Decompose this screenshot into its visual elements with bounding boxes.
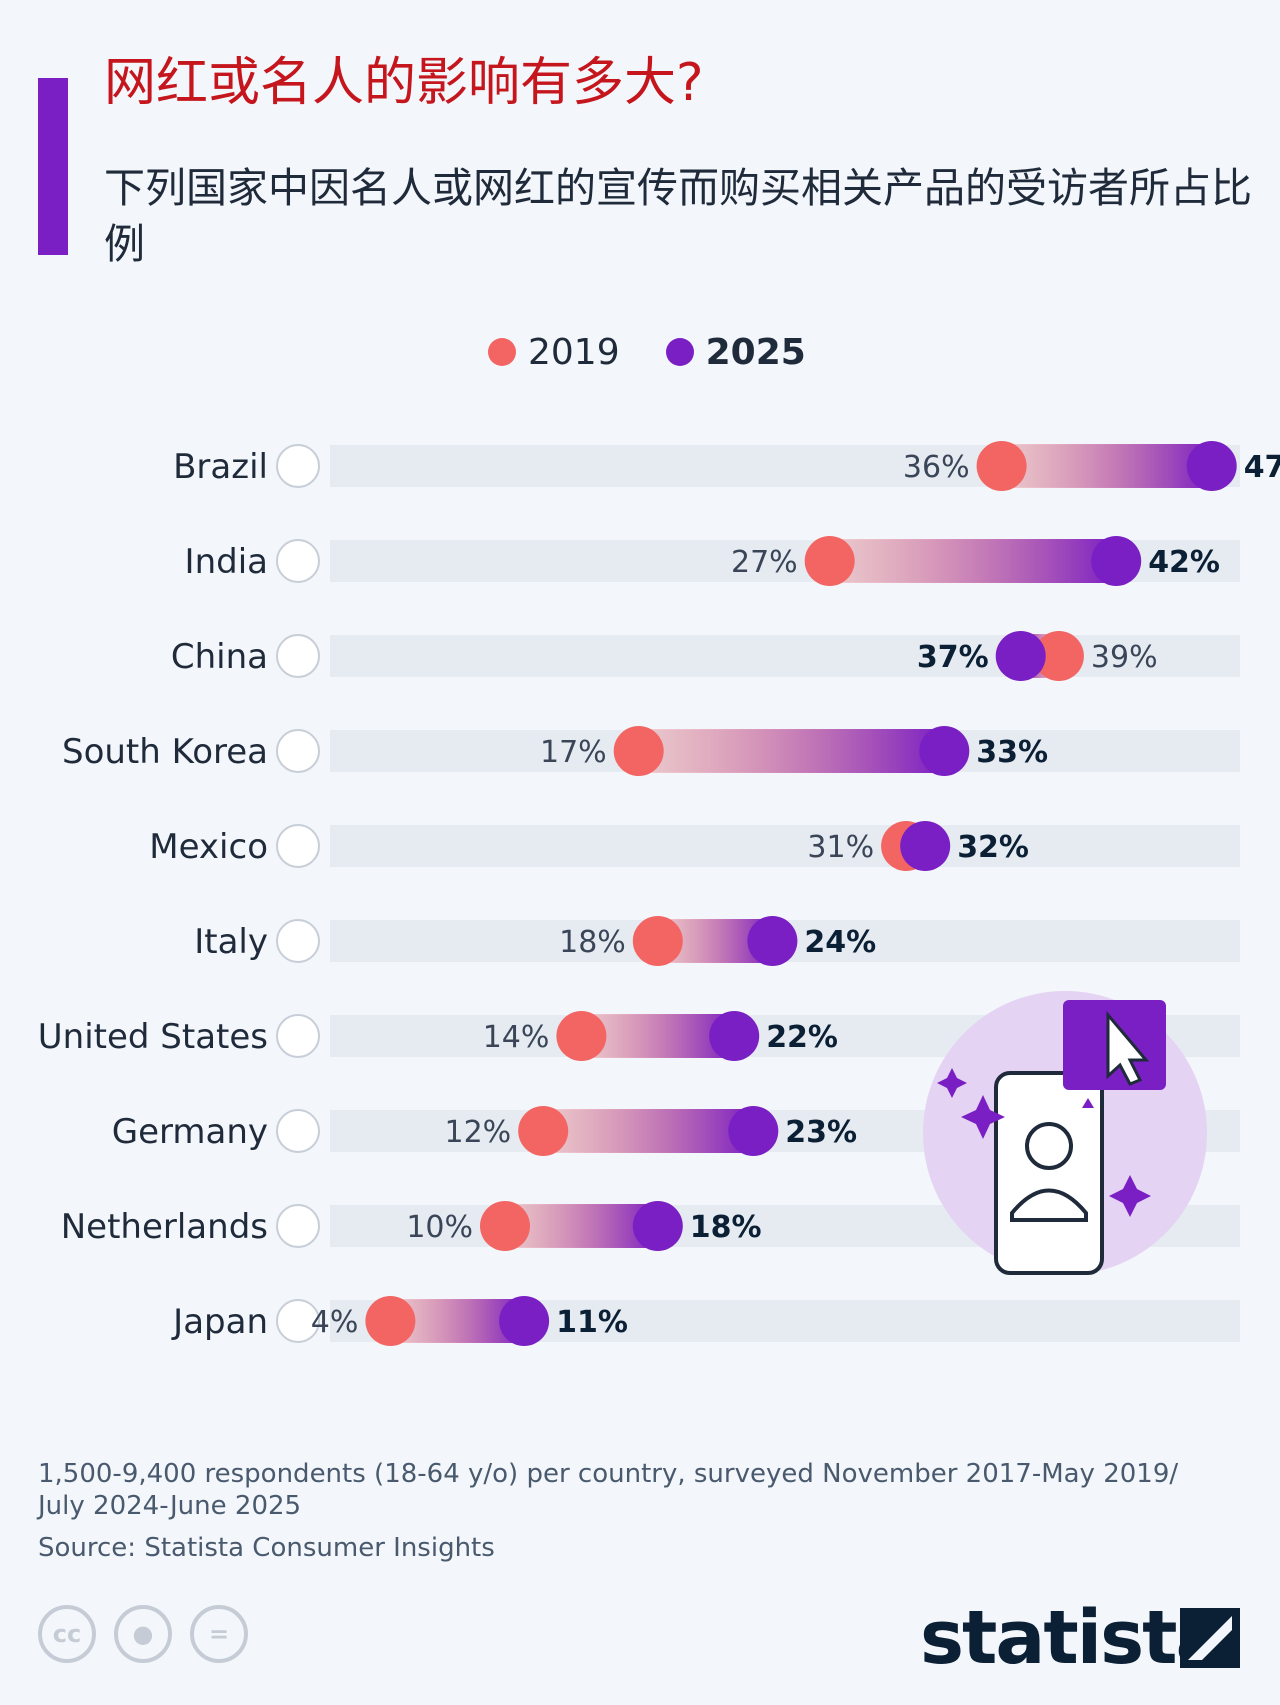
country-label: Italy [194,922,268,962]
country-label: Germany [112,1112,268,1152]
dot-2019 [365,1296,416,1346]
dot-2019 [518,1106,569,1156]
value-label-2019: 18% [559,925,626,960]
range-bar [638,729,945,773]
footnote: 1,500-9,400 respondents (18-64 y/o) per … [38,1459,1179,1521]
dot-2025 [995,631,1046,681]
country-label: Japan [171,1302,268,1342]
dot-2019 [1033,631,1084,681]
legend-item-2019: 2019 [488,332,620,373]
cc-icon[interactable]: cc [38,1605,96,1663]
dot-2019 [804,536,855,586]
sparkle-icon [1109,1175,1151,1217]
country-flag-icon [276,1204,320,1248]
value-label-2025: 33% [976,735,1048,770]
range-bar [829,539,1117,583]
value-label-2019: 31% [807,830,874,865]
by-icon[interactable]: ● [114,1605,172,1663]
value-label-2025: 47% [1244,450,1280,485]
sparkle-icon [937,1068,967,1098]
range-bar [1001,444,1212,488]
value-label-2025: 11% [556,1305,628,1340]
value-label-2019: 12% [445,1115,512,1150]
dot-2019 [556,1011,607,1061]
license-icons: cc ● = [38,1605,266,1663]
country-label: Brazil [173,447,268,487]
country-flag-icon [276,729,320,773]
dot-2025 [919,726,970,776]
dot-2025 [1186,441,1237,491]
range-bar [581,1014,735,1058]
legend-label-2025: 2025 [705,331,806,373]
value-label-2019: 14% [483,1020,550,1055]
dot-2019 [976,441,1027,491]
value-label-2025: 22% [766,1020,838,1055]
dot-2019 [613,726,664,776]
value-label-2025: 37% [917,640,989,675]
dot-2025 [900,821,951,871]
value-label-2025: 23% [785,1115,857,1150]
country-flag-icon [276,919,320,963]
value-label-2019: 4% [311,1305,359,1340]
country-label: Mexico [149,827,268,867]
country-label: United States [38,1017,268,1057]
legend: 2019 2025 [488,330,852,374]
country-label: Netherlands [61,1207,268,1247]
chart-title: 网红或名人的影响有多大? [104,53,704,113]
country-flag-icon [276,444,320,488]
country-flag-icon [276,1014,320,1058]
dot-2025 [632,1201,683,1251]
legend-dot-2025 [665,338,694,366]
row-track [330,825,1240,867]
value-label-2025: 24% [804,925,876,960]
source-note: Source: Statista Consumer Insights [38,1533,495,1563]
value-label-2019: 27% [731,545,798,580]
range-bar [543,1109,754,1153]
range-bar [505,1204,658,1248]
value-label-2019: 36% [903,450,970,485]
phone-illustration-icon [923,991,1207,1275]
statista-logo-icon [1180,1608,1240,1668]
country-flag-icon [276,1109,320,1153]
value-label-2019: 39% [1091,640,1158,675]
country-flag-icon [276,634,320,678]
value-label-2019: 10% [406,1210,473,1245]
sparkle-icon [961,1095,1005,1139]
value-label-2025: 42% [1148,545,1220,580]
value-label-2019: 17% [540,735,607,770]
row-track [330,635,1240,677]
dot-2019 [480,1201,530,1251]
chart-subtitle: 下列国家中因名人或网红的宣传而购买相关产品的受访者所占比例 [104,164,1252,268]
legend-dot-2019 [488,338,516,366]
dot-2025 [728,1106,779,1156]
dot-2025 [1091,536,1142,586]
dot-2025 [747,916,798,966]
country-flag-icon [276,1299,320,1343]
dumbbell-chart: Brazil 36% 47% India 27% 42% China 39% 37% South … [38,441,1280,1346]
value-label-2025: 18% [690,1210,762,1245]
nd-icon[interactable]: = [190,1605,248,1663]
value-label-2025: 32% [957,830,1029,865]
country-label: China [171,637,268,677]
legend-item-2025: 2025 [665,331,806,373]
country-label: South Korea [62,732,268,772]
country-flag-icon [276,539,320,583]
legend-label-2019: 2019 [528,331,620,373]
dot-2019 [632,916,683,966]
accent-bar [38,78,68,255]
country-label: India [185,542,268,582]
statista-logo[interactable]: statista [920,1595,1225,1681]
dot-2025 [499,1296,550,1346]
dot-2025 [709,1011,760,1061]
cursor-icon [1106,1010,1150,1086]
country-flag-icon [276,824,320,868]
